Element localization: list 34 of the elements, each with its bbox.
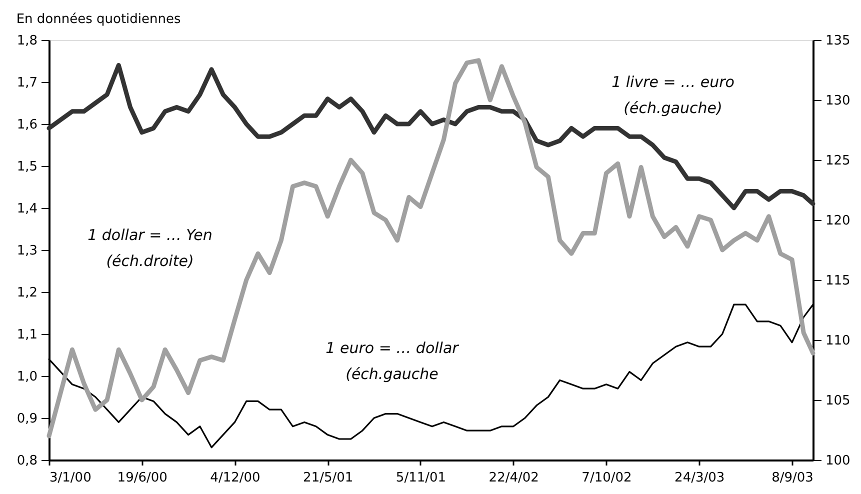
- line-series: [46, 58, 816, 438]
- x-tick-label: 5/11/01: [396, 470, 446, 486]
- x-tick-label: 21/5/01: [303, 470, 354, 486]
- y-tick-label: 1,6: [16, 118, 38, 132]
- y2-tick-label: 115: [826, 274, 850, 288]
- y-tick-label: 1,2: [16, 286, 38, 300]
- y2-tick-label: 120: [826, 214, 850, 228]
- y-tick-label: 1,5: [16, 160, 38, 174]
- y-tick-label: 0,8: [16, 454, 38, 468]
- y2-tick-label: 105: [826, 394, 850, 408]
- y-tick-label: 1,0: [16, 370, 38, 384]
- x-tick-label: 19/6/00: [117, 470, 168, 486]
- y-tick-label: 1,3: [16, 244, 38, 258]
- y2-tick-label: 125: [826, 154, 850, 168]
- y-tick-label: 0,9: [16, 412, 38, 426]
- y2-tick-label: 110: [826, 334, 850, 348]
- y2-tick-label: 135: [826, 34, 850, 48]
- y-tick-label: 1,4: [16, 202, 38, 216]
- text: 1 euro = … dollar (éch.gauche: [326, 339, 460, 383]
- text: 1 dollar = … Yen (éch.droite): [88, 226, 212, 270]
- x-tick-label: 7/10/02: [582, 470, 632, 486]
- chart-title: En données quotidiennes: [16, 12, 181, 27]
- series-label: 1 livre = … euro (éch.gauche): [612, 73, 734, 117]
- y-tick-label: 1,1: [16, 328, 38, 342]
- line-series: [46, 62, 816, 210]
- y-tick-label: 1,8: [16, 34, 38, 48]
- x-tick-label: 24/3/03: [674, 470, 725, 486]
- y2-tick-label: 100: [826, 454, 850, 468]
- y2-tick-label: 130: [826, 94, 850, 108]
- x-tick-label: 3/1/00: [50, 470, 92, 486]
- x-tick-label: 8/9/03: [772, 470, 814, 486]
- x-tick-label: 4/12/00: [210, 470, 260, 486]
- y-tick-label: 1,7: [16, 76, 38, 90]
- x-tick-label: 22/4/02: [488, 470, 539, 486]
